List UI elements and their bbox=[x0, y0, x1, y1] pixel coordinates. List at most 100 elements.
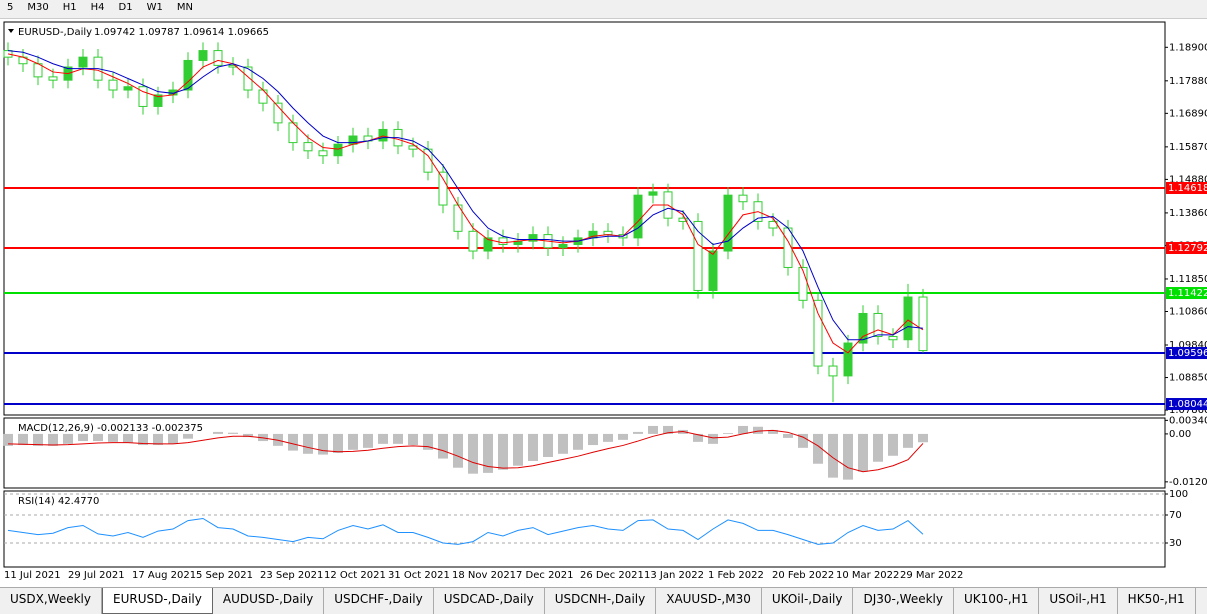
candle-body bbox=[873, 312, 883, 337]
symbol-tab[interactable]: AUDUSD-,Daily bbox=[213, 588, 325, 614]
candle-body bbox=[498, 237, 508, 245]
symbol-tabs: USDX,Weekly EURUSD-,Daily AUDUSD-,Daily USD… bbox=[0, 587, 1207, 614]
symbol-tab[interactable]: USDCAD-,Daily bbox=[434, 588, 545, 614]
macd-bar bbox=[723, 433, 733, 434]
pane-frame bbox=[3, 21, 1166, 416]
macd-bar bbox=[288, 433, 298, 451]
price-label: 1.08044 bbox=[1168, 399, 1207, 410]
macd-bar bbox=[393, 433, 403, 444]
macd-bar bbox=[903, 433, 913, 448]
timeframe-button[interactable]: H1 bbox=[62, 2, 77, 13]
candle-body bbox=[78, 56, 88, 68]
timeframe-button[interactable]: W1 bbox=[146, 2, 163, 13]
price-label: 1.14618 bbox=[1168, 183, 1207, 194]
y-tick-label: -0.012054 bbox=[1169, 477, 1207, 488]
x-tick-label: 1 Feb 2022 bbox=[708, 570, 764, 581]
candle-body bbox=[438, 171, 448, 206]
symbol-tab[interactable]: EURUSD-,Daily bbox=[102, 588, 213, 614]
macd-bar bbox=[468, 433, 478, 474]
y-tick-label: 1.14880 bbox=[1169, 174, 1207, 185]
macd-bar bbox=[153, 433, 163, 446]
candle-body bbox=[123, 86, 133, 91]
macd-bar bbox=[888, 433, 898, 456]
x-tick-label: 7 Dec 2021 bbox=[516, 570, 574, 581]
candle-body bbox=[813, 299, 823, 367]
symbol-tab[interactable]: UKOil-,Daily bbox=[762, 588, 854, 614]
macd-bar bbox=[378, 433, 388, 444]
y-tick-label: 1.11850 bbox=[1169, 274, 1207, 285]
y-tick-label: 1.17880 bbox=[1169, 76, 1207, 87]
macd-bar bbox=[513, 433, 523, 466]
macd-bar bbox=[573, 433, 583, 450]
candle-body bbox=[918, 296, 928, 352]
macd-bar bbox=[348, 433, 358, 450]
candle-body bbox=[378, 128, 388, 142]
candle-body bbox=[798, 266, 808, 301]
x-tick-label: 29 Jul 2021 bbox=[68, 570, 125, 581]
price-label-box bbox=[1166, 287, 1207, 300]
macd-bar bbox=[768, 429, 778, 434]
candle-body bbox=[318, 150, 328, 157]
candle-body bbox=[723, 194, 733, 252]
y-tick-label: 30 bbox=[1169, 538, 1182, 549]
macd-bar bbox=[438, 433, 448, 459]
macd-bar bbox=[753, 426, 763, 434]
symbol-tab[interactable]: USDCHF-,Daily bbox=[324, 588, 434, 614]
macd-bar bbox=[558, 433, 568, 454]
macd-bar bbox=[408, 433, 418, 446]
macd-bar bbox=[108, 433, 118, 442]
macd-bar bbox=[858, 433, 868, 472]
symbol-tab[interactable]: UK100-,H1 bbox=[954, 588, 1040, 614]
macd-bar bbox=[633, 431, 643, 434]
candle-body bbox=[693, 220, 703, 291]
y-tick-label: 1.08850 bbox=[1169, 373, 1207, 384]
macd-bar bbox=[543, 433, 553, 457]
macd-bar bbox=[603, 433, 613, 442]
y-tick-label: 1.16890 bbox=[1169, 108, 1207, 119]
symbol-tab[interactable]: DJ30-,Weekly bbox=[853, 588, 954, 614]
candle-body bbox=[273, 102, 283, 124]
macd-bar bbox=[588, 433, 598, 446]
timeframe-button[interactable]: 5 bbox=[7, 2, 14, 13]
macd-bar bbox=[78, 433, 88, 442]
symbol-tab[interactable]: USOil-,H1 bbox=[1039, 588, 1118, 614]
macd-bar bbox=[63, 433, 73, 444]
timeframe-button[interactable]: H4 bbox=[90, 2, 105, 13]
candle-body bbox=[633, 194, 643, 239]
macd-bar bbox=[333, 433, 343, 453]
candle-body bbox=[48, 76, 58, 81]
macd-bar bbox=[93, 433, 103, 442]
x-tick-label: 18 Nov 2021 bbox=[452, 570, 516, 581]
chart: 1.18900 1.17880 1.16890 1.15870 1.14880 1.138… bbox=[3, 21, 1207, 581]
macd-bar bbox=[423, 433, 433, 450]
candle-body bbox=[828, 365, 838, 377]
timeframe-button[interactable]: MN bbox=[176, 2, 193, 13]
y-tick-label: 0.00 bbox=[1169, 429, 1191, 440]
x-tick-label: 31 Oct 2021 bbox=[388, 570, 450, 581]
x-tick-label: 20 Feb 2022 bbox=[772, 570, 834, 581]
symbol-tab[interactable]: XAUUSD-,M30 bbox=[656, 588, 762, 614]
timeframe-toolbar: 5 M30 H1 H4 D1 W1 MN bbox=[0, 0, 1207, 19]
candle-body bbox=[228, 64, 238, 68]
candle-body bbox=[153, 94, 163, 107]
symbol-tab[interactable]: HK50-,H1 bbox=[1118, 588, 1196, 614]
timeframe-button[interactable]: D1 bbox=[118, 2, 133, 13]
macd-bar bbox=[693, 433, 703, 442]
y-tick-label: 100 bbox=[1169, 489, 1188, 500]
macd-bar bbox=[3, 433, 13, 446]
timeframe-button[interactable]: M30 bbox=[27, 2, 49, 13]
symbol-tab[interactable]: USDCNH-,Daily bbox=[545, 588, 657, 614]
menu-arrow bbox=[8, 29, 14, 33]
x-tick-label: 17 Aug 2021 bbox=[132, 570, 196, 581]
candle-body bbox=[483, 237, 493, 252]
macd-bar bbox=[303, 433, 313, 454]
macd-bar bbox=[18, 433, 28, 446]
candle-body bbox=[258, 89, 268, 104]
symbol-tab[interactable]: USDX,Weekly bbox=[0, 588, 102, 614]
price-label-box bbox=[1166, 347, 1207, 360]
pane-frame bbox=[3, 417, 1166, 489]
candle-body bbox=[858, 312, 868, 344]
y-tick-label: 1.18900 bbox=[1169, 42, 1207, 53]
candle-body bbox=[213, 50, 223, 66]
